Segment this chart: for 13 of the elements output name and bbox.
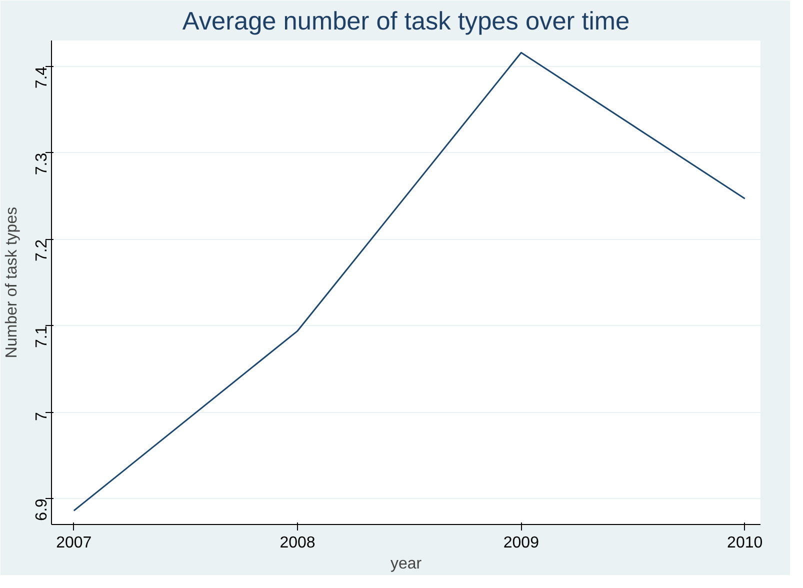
x-axis-title: year xyxy=(390,556,422,572)
y-tick-label: 7.4 xyxy=(34,66,50,89)
x-tick-label: 2008 xyxy=(280,534,316,552)
y-tick-label: 7.2 xyxy=(34,239,50,262)
chart-title: Average number of task types over time xyxy=(182,8,630,36)
y-axis-title: Number of task types xyxy=(4,206,20,358)
y-tick-label: 7.3 xyxy=(34,152,50,176)
x-tick-label: 2007 xyxy=(56,534,92,552)
x-tick-label: 2010 xyxy=(727,534,763,552)
y-tick-label: 6.9 xyxy=(34,498,50,521)
x-tick-label: 2009 xyxy=(503,534,540,552)
y-tick-label: 7.1 xyxy=(34,326,50,348)
y-tick-label: 7 xyxy=(34,412,50,422)
